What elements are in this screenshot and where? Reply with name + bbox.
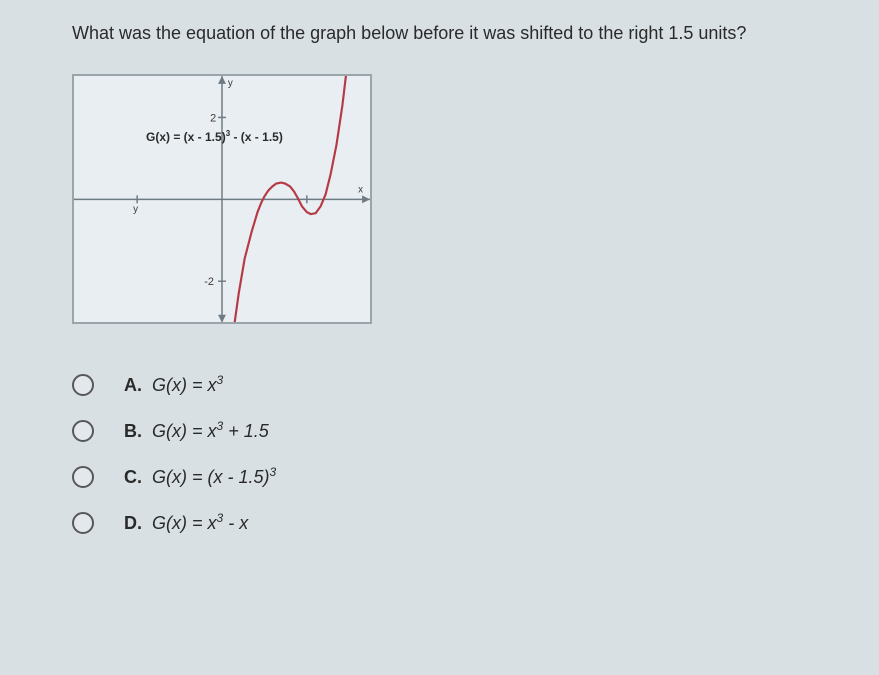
- option-text: G(x) = (x - 1.5)3: [152, 467, 276, 488]
- x-label: x: [358, 185, 363, 196]
- option-letter: D.: [124, 513, 142, 534]
- ytick-label-2: 2: [210, 112, 216, 124]
- ytick-label-neg2: -2: [204, 276, 214, 288]
- options-list: A. G(x) = x3 B. G(x) = x3 + 1.5 C. G(x) …: [72, 374, 879, 534]
- radio-icon[interactable]: [72, 374, 94, 396]
- ytick-origin-indicator: y: [133, 204, 138, 215]
- option-text: G(x) = x3 - x: [152, 513, 248, 534]
- option-text: G(x) = x3: [152, 375, 223, 396]
- graph-equation-label: G(x) = (x - 1.5)3 - (x - 1.5): [146, 130, 283, 144]
- y-axis-arrow-down: [218, 315, 226, 323]
- y-label: y: [228, 78, 233, 89]
- option-d[interactable]: D. G(x) = x3 - x: [72, 512, 879, 534]
- y-axis-arrow-up: [218, 76, 226, 84]
- option-a[interactable]: A. G(x) = x3: [72, 374, 879, 396]
- option-letter: B.: [124, 421, 142, 442]
- graph-container: 2 -2 x y y G(x) = (x - 1.5)3 - (x - 1.5): [72, 74, 372, 324]
- graph-svg: 2 -2 x y y: [74, 76, 370, 323]
- x-axis-arrow: [362, 195, 370, 203]
- option-letter: A.: [124, 375, 142, 396]
- option-text: G(x) = x3 + 1.5: [152, 421, 269, 442]
- option-c[interactable]: C. G(x) = (x - 1.5)3: [72, 466, 879, 488]
- option-letter: C.: [124, 467, 142, 488]
- radio-icon[interactable]: [72, 466, 94, 488]
- radio-icon[interactable]: [72, 420, 94, 442]
- question-text: What was the equation of the graph below…: [72, 20, 872, 46]
- radio-icon[interactable]: [72, 512, 94, 534]
- option-b[interactable]: B. G(x) = x3 + 1.5: [72, 420, 879, 442]
